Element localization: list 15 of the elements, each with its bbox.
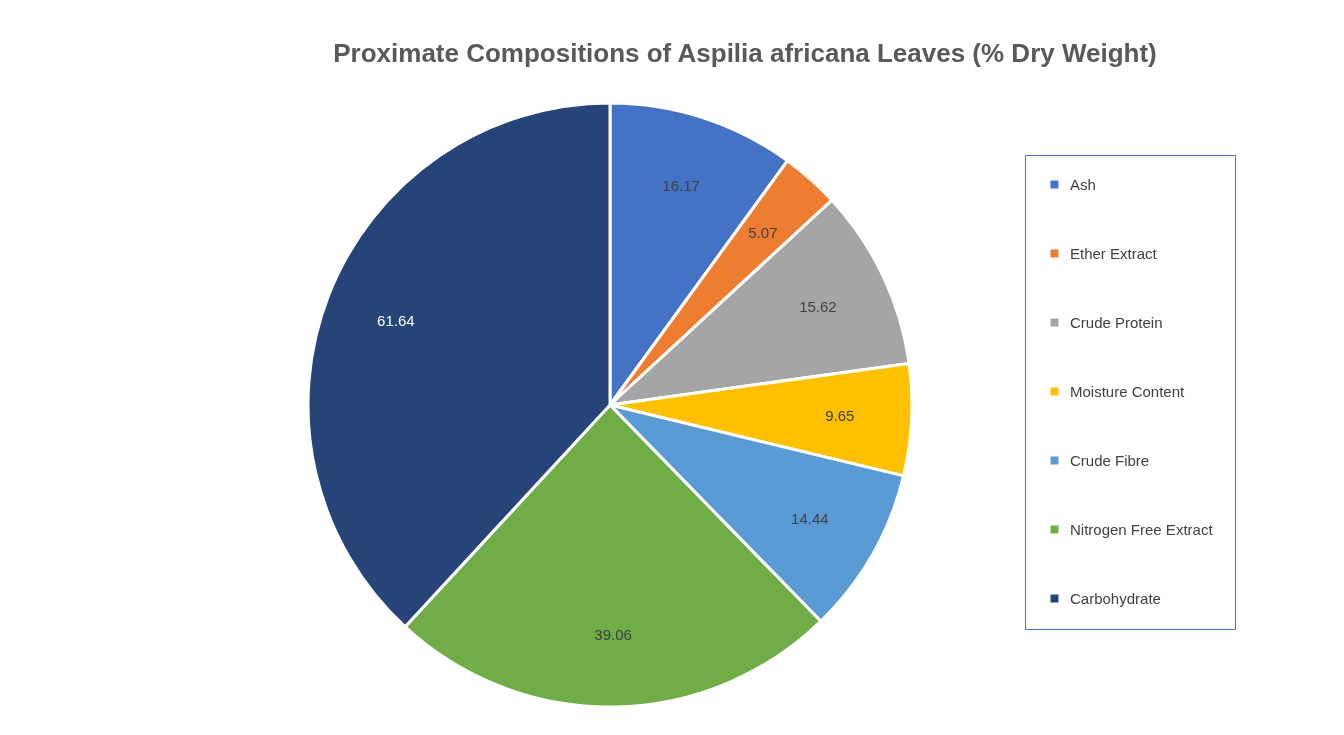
legend-label: Carbohydrate [1070, 589, 1161, 607]
data-label: 16.17 [662, 177, 700, 195]
data-label: 61.64 [377, 312, 415, 330]
legend-label: Crude Fibre [1070, 451, 1150, 469]
data-label: 39.06 [594, 625, 632, 643]
legend-label: Moisture Content [1070, 382, 1186, 400]
legend-label: Nitrogen Free Extract [1070, 520, 1214, 538]
data-label: 14.44 [791, 509, 829, 527]
data-label: 9.65 [825, 407, 855, 425]
chart-title: Proximate Compositions of Aspilia africana Leaves (% Dry Weight) [333, 38, 1157, 68]
legend-label: Crude Protein [1070, 313, 1163, 331]
data-label: 15.62 [799, 297, 837, 315]
legend-label: Ash [1070, 175, 1096, 193]
legend-label: Ether Extract [1070, 244, 1158, 262]
data-label: 5.07 [748, 224, 778, 242]
